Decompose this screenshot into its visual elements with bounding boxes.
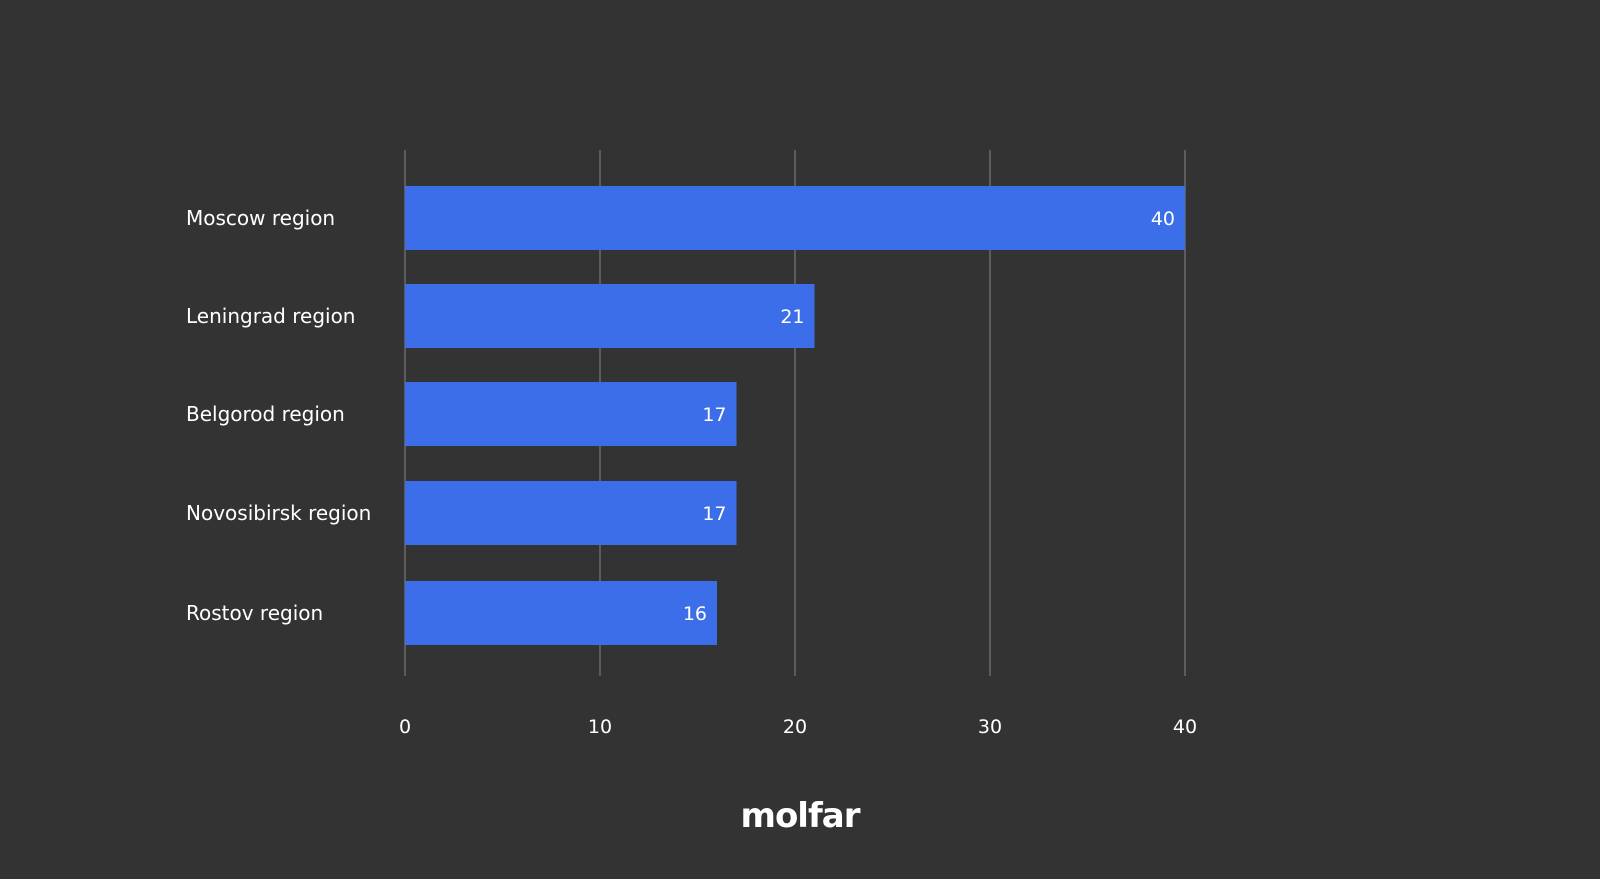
bar bbox=[405, 382, 737, 446]
bar bbox=[405, 186, 1185, 250]
bar-value-label: 40 bbox=[1151, 208, 1175, 230]
category-label: Rostov region bbox=[186, 601, 323, 625]
bar-value-label: 17 bbox=[702, 503, 726, 525]
bar-value-label: 21 bbox=[780, 306, 804, 328]
category-labels: Moscow region Leningrad region Belgorod re… bbox=[186, 206, 371, 625]
category-label: Leningrad region bbox=[186, 304, 355, 328]
x-axis-tick-labels: 0 10 20 30 40 bbox=[399, 716, 1197, 738]
bar bbox=[405, 581, 717, 645]
category-label: Moscow region bbox=[186, 206, 335, 230]
bar bbox=[405, 481, 737, 545]
x-tick-label: 0 bbox=[399, 716, 411, 738]
bar-value-label: 16 bbox=[683, 603, 707, 625]
molfar-logo: molfar bbox=[740, 796, 861, 836]
x-tick-label: 30 bbox=[978, 716, 1002, 738]
x-tick-label: 10 bbox=[588, 716, 612, 738]
x-tick-label: 20 bbox=[783, 716, 807, 738]
bars bbox=[405, 186, 1185, 645]
category-label: Belgorod region bbox=[186, 402, 345, 426]
bar bbox=[405, 284, 815, 348]
value-labels: 40 21 17 17 16 bbox=[683, 208, 1175, 625]
category-label: Novosibirsk region bbox=[186, 501, 371, 525]
bar-value-label: 17 bbox=[702, 404, 726, 426]
x-tick-label: 40 bbox=[1173, 716, 1197, 738]
